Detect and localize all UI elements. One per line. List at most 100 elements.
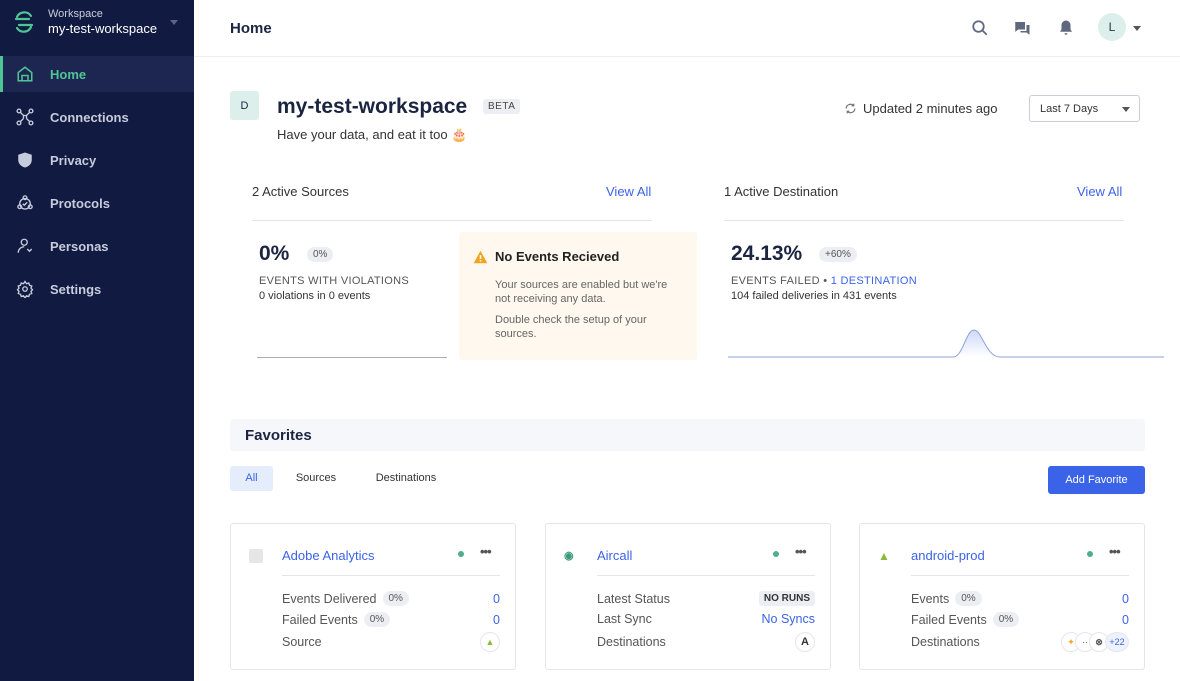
sidebar-item-label: Personas — [50, 238, 109, 254]
violations-label: EVENTS WITH VIOLATIONS — [259, 275, 410, 287]
row-label: Failed Events — [911, 612, 987, 627]
search-icon[interactable] — [971, 19, 989, 37]
card-row: Destinations A — [597, 632, 815, 652]
failed-value: 24.13% — [731, 242, 803, 265]
protocols-icon — [17, 195, 33, 210]
add-favorite-button[interactable]: Add Favorite — [1048, 466, 1145, 494]
divider — [724, 220, 1124, 221]
more-options-icon[interactable]: ••• — [480, 544, 492, 559]
card-row: Failed Events 0% 0 — [282, 612, 500, 627]
card-row: Source ▲ — [282, 632, 500, 652]
more-options-icon[interactable]: ••• — [795, 544, 807, 559]
sidebar-item-connections[interactable]: Connections — [0, 99, 194, 135]
sidebar-item-protocols[interactable]: Protocols — [0, 185, 194, 221]
violations-detail: 0 violations in 0 events — [259, 290, 371, 302]
bell-icon[interactable] — [1057, 19, 1075, 37]
no-events-warning: No Events Recieved Your sources are enab… — [459, 232, 697, 360]
sidebar: Workspace my-test-workspace Home Connect… — [0, 0, 194, 681]
tab-destinations[interactable]: Destinations — [375, 472, 437, 484]
card-row: Destinations ✦ ·· ⊗ +22 — [911, 632, 1129, 652]
top-bar: Home L — [194, 0, 1180, 57]
divider — [911, 575, 1129, 576]
row-label: Source — [282, 635, 322, 649]
updated-status: Updated 2 minutes ago — [844, 101, 997, 116]
sidebar-item-label: Protocols — [50, 195, 110, 211]
shield-icon — [18, 152, 32, 168]
card-row: Failed Events 0% 0 — [911, 612, 1129, 627]
row-pill: 0% — [992, 612, 1020, 627]
date-range-select[interactable]: Last 7 Days — [1029, 95, 1140, 122]
warning-icon — [473, 250, 488, 264]
row-label: Last Sync — [597, 612, 652, 626]
destinations-view-all-link[interactable]: View All — [1077, 184, 1123, 199]
chevron-down-icon[interactable] — [1133, 26, 1141, 31]
tab-all[interactable]: All — [230, 466, 273, 491]
avatar[interactable]: L — [1098, 13, 1126, 41]
workspace-badge: D — [230, 91, 259, 120]
status-dot — [773, 551, 779, 557]
card-row: Events Delivered 0% 0 — [282, 591, 500, 606]
status-badge: NO RUNS — [758, 591, 815, 606]
sidebar-item-label: Home — [50, 66, 87, 82]
sidebar-item-privacy[interactable]: Privacy — [0, 142, 194, 178]
row-pill: 0% — [382, 591, 409, 606]
row-label: Destinations — [597, 635, 666, 649]
page-title: Home — [230, 19, 272, 37]
card-name-link[interactable]: Adobe Analytics — [282, 548, 375, 563]
destination-link[interactable]: 1 DESTINATION — [830, 275, 917, 287]
favorites-header: Favorites — [230, 419, 1145, 451]
android-icon: ▲ — [480, 632, 500, 652]
more-options-icon[interactable]: ••• — [1109, 544, 1121, 559]
sources-sparkline — [257, 357, 447, 358]
status-dot — [458, 551, 464, 557]
workspace-label: Workspace — [48, 8, 103, 20]
failed-change: +60% — [819, 247, 857, 262]
card-row: Latest Status NO RUNS — [597, 591, 815, 606]
warning-title: No Events Recieved — [495, 249, 620, 264]
sidebar-item-personas[interactable]: Personas — [0, 228, 194, 264]
favorite-card[interactable]: ▲ android-prod ••• Events 0% 0 Failed Even… — [859, 523, 1145, 670]
android-icon: ▲ — [878, 549, 890, 563]
tab-sources[interactable]: Sources — [295, 472, 337, 484]
card-name-link[interactable]: Aircall — [597, 548, 633, 563]
row-value[interactable]: No Syncs — [761, 612, 816, 626]
failed-detail: 104 failed deliveries in 431 events — [731, 290, 897, 302]
row-label: Events — [911, 591, 950, 606]
workspace-tagline: Have your data, and eat it too 🎂 — [277, 127, 468, 142]
more-destinations-count[interactable]: +22 — [1105, 632, 1129, 652]
gear-icon — [16, 280, 34, 298]
card-row: Events 0% 0 — [911, 591, 1129, 606]
favorite-card[interactable]: Adobe Analytics ••• Events Delivered 0% 0 … — [230, 523, 516, 670]
refresh-icon[interactable] — [844, 102, 857, 115]
aircall-icon: ◉ — [564, 550, 574, 562]
sidebar-item-label: Settings — [50, 281, 102, 297]
personas-icon — [17, 238, 33, 253]
workspace-switcher[interactable]: Workspace my-test-workspace — [12, 8, 157, 36]
favorite-card[interactable]: ◉ Aircall ••• Latest Status NO RUNS Last … — [545, 523, 831, 670]
sources-view-all-link[interactable]: View All — [606, 184, 652, 199]
row-label: Latest Status — [597, 591, 670, 606]
card-name-link[interactable]: android-prod — [911, 548, 985, 563]
row-value[interactable]: 0 — [1122, 591, 1129, 606]
violations-change: 0% — [307, 247, 334, 262]
chat-icon[interactable] — [1013, 19, 1031, 37]
card-row: Last Sync No Syncs — [597, 612, 815, 626]
sidebar-item-home[interactable]: Home — [0, 56, 194, 92]
sidebar-item-settings[interactable]: Settings — [0, 271, 194, 307]
failed-label: EVENTS FAILED — [731, 275, 820, 287]
workspace-name: my-test-workspace — [48, 21, 158, 36]
row-label: Events Delivered — [282, 591, 377, 606]
row-value[interactable]: 0 — [1122, 612, 1129, 627]
violations-value: 0% — [259, 242, 290, 265]
row-pill: 0% — [363, 612, 391, 627]
row-label: Destinations — [911, 635, 980, 649]
sources-title: 2 Active Sources — [252, 184, 349, 199]
destinations-sparkline — [728, 329, 1164, 358]
divider — [597, 575, 815, 576]
row-value[interactable]: 0 — [493, 612, 500, 627]
divider — [282, 575, 500, 576]
warning-text: Your sources are enabled but we're not r… — [495, 279, 668, 305]
row-value[interactable]: 0 — [493, 591, 500, 606]
chevron-down-icon[interactable] — [170, 20, 178, 25]
warning-hint: Double check the setup of your sources. — [495, 314, 647, 340]
